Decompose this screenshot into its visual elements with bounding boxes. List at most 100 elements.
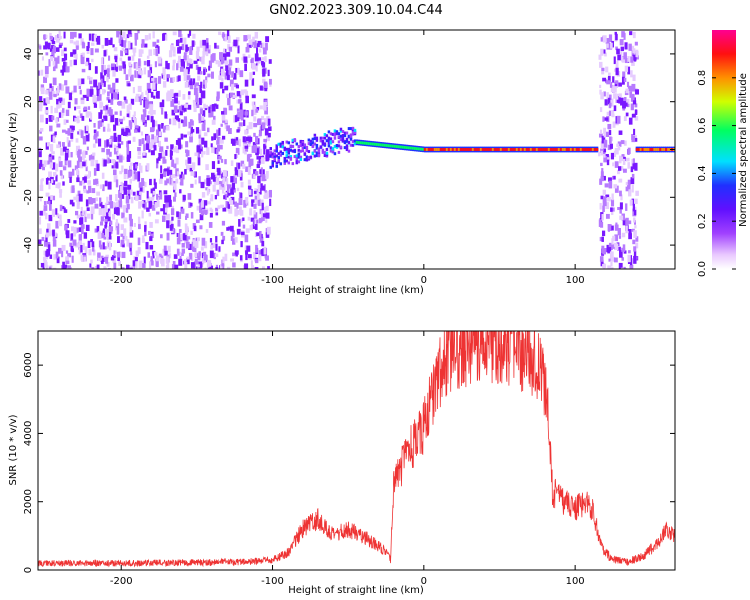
spectrogram-cell bbox=[618, 96, 621, 104]
spectrogram-cell bbox=[62, 65, 66, 73]
spectrogram-cell bbox=[234, 178, 237, 184]
spectrogram-cell bbox=[231, 230, 235, 238]
spectrogram-cell bbox=[230, 258, 234, 262]
spectrogram-cell bbox=[561, 148, 565, 151]
spectrogram-cell bbox=[123, 182, 128, 190]
spectrogram-cell bbox=[172, 260, 176, 268]
spectrogram-cell bbox=[117, 236, 120, 243]
spectrogram-cell bbox=[58, 44, 62, 49]
spectrogram-cell bbox=[145, 90, 149, 96]
spectrogram-cell bbox=[123, 68, 126, 75]
spectrogram-cell bbox=[65, 109, 70, 117]
spectrogram-cell bbox=[172, 76, 176, 82]
spectrogram-cell bbox=[142, 200, 146, 205]
spectrogram-cell bbox=[620, 166, 624, 171]
spectrogram-cell bbox=[141, 138, 145, 145]
spectrogram-cell bbox=[429, 148, 433, 151]
spectrogram-cell bbox=[365, 141, 369, 145]
spectrogram-cell bbox=[97, 257, 102, 262]
spectrogram-cell bbox=[219, 170, 223, 174]
spectrogram-cell bbox=[141, 92, 144, 100]
spectrogram-cell bbox=[189, 167, 193, 172]
spectrogram-cell bbox=[163, 190, 168, 195]
spectrogram-cell bbox=[166, 63, 170, 70]
spectrogram-cell bbox=[135, 164, 138, 169]
spectrogram-cell bbox=[137, 247, 141, 254]
spectrogram-cell bbox=[305, 148, 309, 152]
spectrogram-cell bbox=[54, 107, 59, 114]
spectrogram-cell bbox=[69, 242, 73, 247]
spectrogram-cell bbox=[483, 148, 487, 151]
spectrogram-cell bbox=[266, 149, 270, 157]
spectrogram-cell bbox=[82, 161, 86, 167]
spectrogram-cell bbox=[369, 142, 373, 146]
spectrogram-cell bbox=[102, 242, 105, 250]
spectrogram-cell bbox=[601, 213, 604, 221]
spectrogram-cell bbox=[620, 140, 625, 145]
spectrogram-cell bbox=[76, 115, 80, 124]
spectrogram-cell bbox=[271, 152, 275, 156]
spectrogram-cell bbox=[178, 46, 183, 50]
spectrogram-cell bbox=[367, 142, 371, 146]
spectrogram-cell bbox=[164, 111, 168, 119]
spectrogram-cell bbox=[625, 112, 629, 117]
spectrogram-cell bbox=[234, 208, 238, 217]
spectrogram-cell bbox=[234, 154, 237, 160]
spectrogram-cell bbox=[75, 194, 80, 203]
spectrogram-cell bbox=[226, 125, 230, 132]
spectrogram-cell bbox=[90, 159, 95, 167]
spectrogram-cell bbox=[121, 165, 124, 173]
spectrogram-cell bbox=[232, 262, 236, 268]
spectrogram-cell bbox=[181, 105, 186, 111]
spectrogram-cell bbox=[199, 40, 203, 48]
spectrogram-cell bbox=[56, 213, 59, 217]
spectrogram-cell bbox=[199, 88, 202, 94]
spectrogram-cell bbox=[80, 245, 83, 253]
spectrogram-cell bbox=[226, 227, 230, 231]
spectrogram-cell bbox=[606, 80, 611, 85]
spectrogram-cell bbox=[57, 182, 61, 186]
spectrogram-cell bbox=[495, 148, 499, 151]
spectrogram-cell bbox=[67, 128, 71, 136]
spectrogram-cell bbox=[207, 45, 211, 54]
spectrogram-cell bbox=[307, 156, 311, 160]
spectrogram-cell bbox=[51, 151, 55, 155]
spectrogram-cell bbox=[608, 94, 612, 100]
spectrogram-cell bbox=[185, 44, 188, 52]
spectrogram-cell bbox=[90, 154, 95, 162]
spectrogram-cell bbox=[60, 173, 64, 180]
spectrogram-cell bbox=[162, 169, 167, 178]
spectrogram-cell bbox=[96, 264, 100, 269]
spectrogram-cell bbox=[120, 181, 123, 190]
spectrogram-cell bbox=[124, 168, 128, 175]
spectrogram-cell bbox=[609, 177, 612, 183]
spectrogram-cell bbox=[341, 136, 345, 140]
spectrogram-cell bbox=[209, 104, 213, 110]
spectrogram-cell bbox=[143, 144, 146, 151]
spectrogram-cell bbox=[600, 162, 603, 167]
spectrogram-cell bbox=[80, 54, 83, 63]
spectrogram-cell bbox=[189, 81, 194, 90]
spectrogram-cell bbox=[315, 146, 319, 150]
spectrogram-cell bbox=[182, 194, 186, 201]
spectrogram-cell bbox=[56, 144, 60, 149]
spectrogram-cell bbox=[88, 249, 92, 256]
spectrogram-cell bbox=[48, 181, 51, 190]
spectrogram-cell bbox=[615, 46, 618, 51]
spectrogram-cell bbox=[299, 155, 303, 159]
spectrogram-cell bbox=[218, 180, 222, 185]
spectrogram-cell bbox=[216, 137, 221, 141]
spectrogram-cell bbox=[67, 253, 72, 258]
spectrogram-cell bbox=[299, 157, 303, 161]
spectrogram-cell bbox=[126, 173, 129, 180]
spectrogram-cell bbox=[187, 33, 190, 38]
spectrogram-cell bbox=[222, 256, 225, 264]
spectrogram-cell bbox=[577, 148, 581, 151]
spectrogram-cell bbox=[180, 58, 185, 66]
spectrogram-cell bbox=[343, 146, 347, 150]
spectrogram-cell bbox=[80, 224, 85, 229]
spectrogram-cell bbox=[267, 190, 270, 199]
spectrogram-cell bbox=[58, 214, 62, 220]
spectrogram-cell bbox=[77, 131, 80, 135]
spectrogram-cell bbox=[210, 109, 214, 118]
